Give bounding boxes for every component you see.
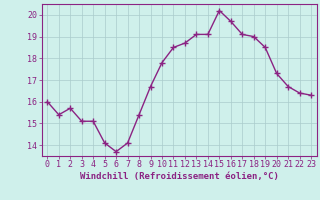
X-axis label: Windchill (Refroidissement éolien,°C): Windchill (Refroidissement éolien,°C) (80, 172, 279, 181)
